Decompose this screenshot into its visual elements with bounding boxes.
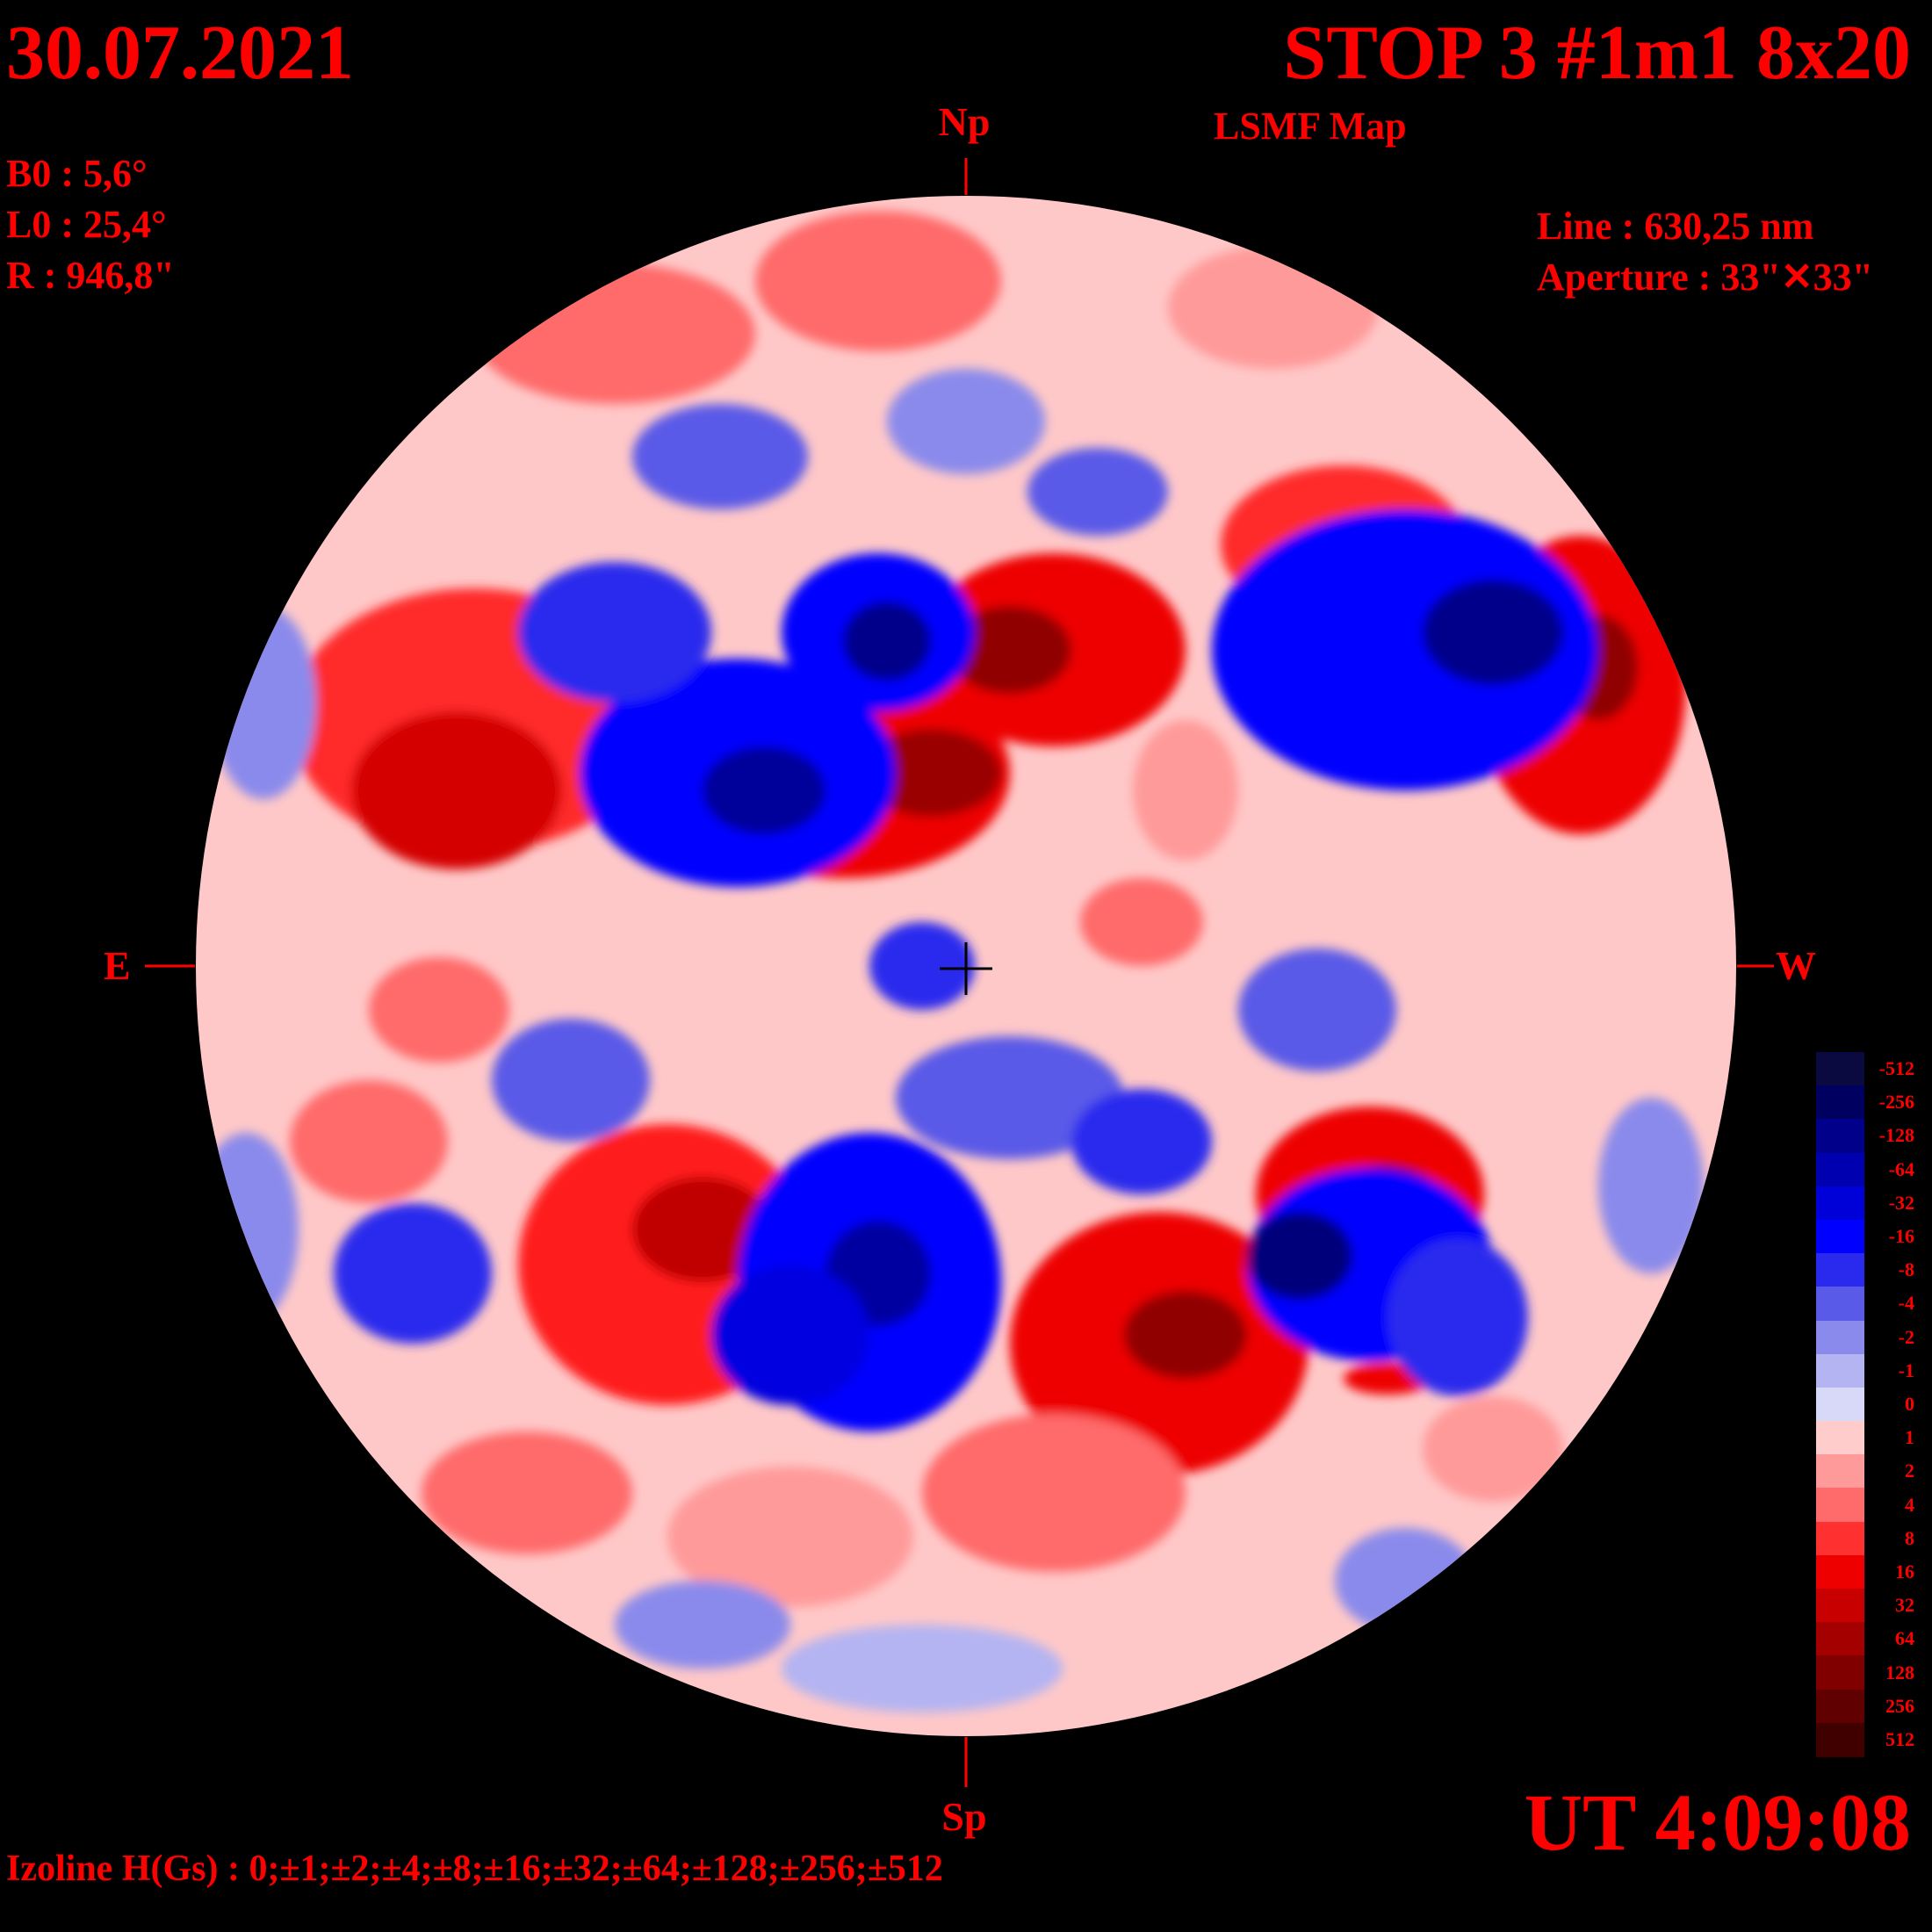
field-patch (782, 1625, 1063, 1712)
colorbar-segment (1816, 1521, 1864, 1556)
field-patch (948, 606, 1071, 694)
map-title: STOP 3 #1m1 8x20 (1283, 11, 1911, 96)
field-patch (755, 211, 1001, 351)
field-patch (703, 746, 825, 834)
field-patch (474, 263, 755, 404)
field-patch (334, 1203, 492, 1344)
field-patch (1335, 1528, 1475, 1633)
colorbar (1816, 1052, 1864, 1757)
field-patch (1423, 580, 1563, 685)
field-patch (369, 957, 509, 1063)
field-patch (896, 1036, 1124, 1159)
colorbar-segment (1816, 1152, 1864, 1187)
colorbar-segment (1816, 1320, 1864, 1355)
colorbar-label: 128 (1885, 1661, 1914, 1683)
field-patch (1598, 1098, 1704, 1273)
field-patch (518, 562, 711, 703)
field-patch (1388, 1238, 1528, 1396)
colorbar-label: -128 (1878, 1124, 1914, 1147)
east-label: E (104, 943, 131, 988)
colorbar-label: -32 (1888, 1191, 1914, 1214)
colorbar-segment (1816, 1052, 1864, 1087)
field-patch (667, 1467, 913, 1607)
field-patch (1124, 1291, 1247, 1379)
colorbar-segment (1816, 1655, 1864, 1690)
field-patch (1071, 1089, 1212, 1194)
colorbar-segment (1816, 1554, 1864, 1590)
colorbar-segment (1816, 1589, 1864, 1624)
colorbar-segment (1816, 1253, 1864, 1288)
colorbar-label: 512 (1885, 1727, 1914, 1750)
param-b0: B0 : 5,6° (6, 152, 148, 195)
colorbar-segment (1816, 1722, 1864, 1757)
field-patch (1212, 509, 1598, 790)
field-patch (1027, 448, 1168, 536)
field-patch (1168, 246, 1379, 369)
colorbar-segment (1816, 1421, 1864, 1456)
field-patch (887, 369, 1045, 474)
colorbar-segment (1816, 1186, 1864, 1221)
map-subtitle: LSMF Map (1214, 105, 1407, 148)
field-patch (922, 1414, 1186, 1572)
colorbar-label: -4 (1898, 1292, 1914, 1315)
field-patch (711, 1265, 869, 1405)
colorbar-segment (1816, 1085, 1864, 1121)
param-aperture: Aperture : 33"✕33" (1537, 256, 1874, 299)
colorbar-label: 256 (1885, 1694, 1914, 1717)
colorbar-label: 32 (1895, 1594, 1914, 1617)
colorbar-segment (1816, 1387, 1864, 1423)
isoline-levels: Izoline H(Gs) : 0;±1;±2;±4;±8;±16;±32;±6… (6, 1849, 943, 1889)
colorbar-label: -16 (1888, 1225, 1914, 1248)
colorbar-label: 4 (1905, 1493, 1914, 1516)
colorbar-label: 1 (1905, 1426, 1914, 1449)
colorbar-label: 0 (1905, 1393, 1914, 1415)
field-patch (492, 1019, 650, 1142)
param-l0: L0 : 25,4° (6, 203, 167, 246)
colorbar-label: 2 (1905, 1460, 1914, 1482)
colorbar-label: -512 (1878, 1057, 1914, 1080)
colorbar-segment (1816, 1353, 1864, 1388)
colorbar-segment (1816, 1488, 1864, 1523)
colorbar-segment (1816, 1622, 1864, 1657)
colorbar-segment (1816, 1689, 1864, 1724)
colorbar-segment (1816, 1454, 1864, 1489)
colorbar-label: -8 (1898, 1258, 1914, 1281)
field-patch (422, 1431, 632, 1554)
colorbar-segment (1816, 1119, 1864, 1154)
field-patch (1238, 948, 1396, 1071)
field-patch (843, 602, 931, 681)
magnetic-field-contours (196, 211, 1704, 1712)
param-radius: R : 946,8" (6, 254, 175, 297)
disk-center-cross (940, 942, 992, 995)
colorbar-label: 8 (1905, 1526, 1914, 1549)
colorbar-segment (1816, 1287, 1864, 1322)
field-patch (290, 1080, 448, 1203)
field-patch (1080, 878, 1203, 966)
observation-date: 30.07.2021 (6, 11, 354, 96)
param-line: Line : 630,25 nm (1537, 205, 1814, 248)
field-patch (615, 1581, 790, 1669)
colorbar-label: 16 (1895, 1560, 1914, 1582)
field-patch (1247, 1212, 1352, 1300)
field-patch (211, 606, 316, 799)
field-patch (869, 922, 975, 1010)
field-patch (1423, 1396, 1563, 1502)
colorbar-label: -256 (1878, 1091, 1914, 1114)
field-patch (861, 729, 1001, 817)
universal-time: UT 4:09:08 (1524, 1777, 1911, 1867)
field-patch (1133, 720, 1238, 861)
field-patch (351, 711, 562, 869)
colorbar-label: 64 (1895, 1627, 1914, 1650)
field-patch (632, 404, 808, 509)
colorbar-label: -1 (1898, 1359, 1914, 1381)
field-patch (196, 1133, 299, 1326)
colorbar-label: -2 (1898, 1325, 1914, 1348)
west-label: W (1776, 943, 1816, 988)
colorbar-segment (1816, 1219, 1864, 1255)
field-patch (632, 1177, 773, 1282)
colorbar-label: -64 (1888, 1157, 1914, 1180)
